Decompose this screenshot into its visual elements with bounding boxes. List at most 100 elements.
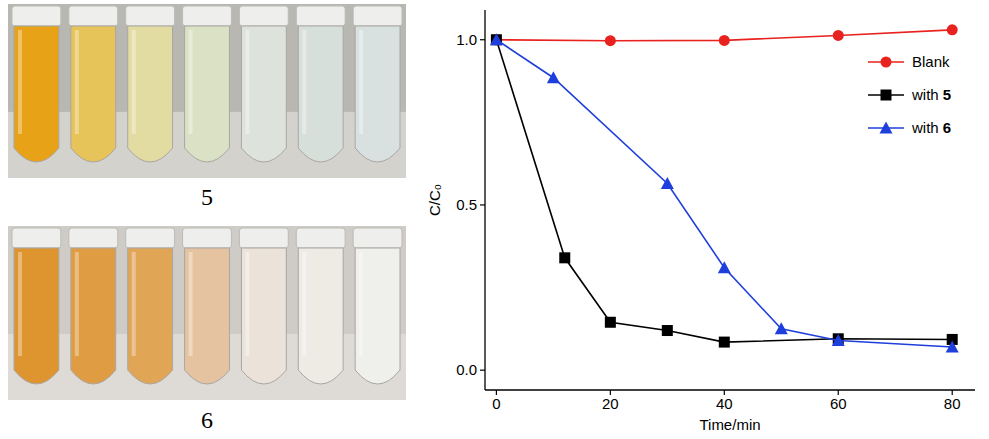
point [490,33,503,45]
vial [71,248,116,384]
point [832,334,845,346]
vial [355,26,400,162]
photo [8,4,406,178]
vial [14,26,59,162]
legend-marker [881,90,892,101]
y-axis-title: C/C₀ [426,184,443,216]
legend: Blankwith 5with 6 [868,53,951,136]
vial-cap [296,6,345,26]
x-tick-label: 40 [716,395,733,412]
legend-marker [880,122,893,134]
legend-label-part: Blank [912,53,950,70]
x-axis-line [485,389,975,390]
y-axis-line [484,10,485,390]
vial [185,248,230,384]
vial [298,26,343,162]
vial-glint [359,252,363,356]
vial-cap [183,6,232,26]
series-line [496,40,952,342]
legend-label-part: with [911,86,939,103]
x-tick-label: 60 [830,395,847,412]
point [662,325,673,336]
vial-cap [183,228,232,248]
photo-label: 5 [201,184,213,210]
vial [185,26,230,162]
vial-cap [296,228,345,248]
vial [14,248,59,384]
vial [128,26,173,162]
series [490,33,959,352]
legend-label-part: with [911,119,939,136]
vial [71,26,116,162]
vial-glint [189,252,193,356]
vial-glint [132,30,136,134]
vial-cap [69,228,118,248]
vial-glint [75,252,79,356]
vial-glint [302,252,306,356]
vial-glint [245,252,249,356]
point [719,35,730,46]
legend-marker [881,57,892,68]
legend-label: with 5 [911,86,951,103]
vial-cap [126,228,175,248]
legend-label: with 6 [911,119,951,136]
point [661,177,674,189]
point [946,341,959,353]
x-tick-label: 20 [602,395,619,412]
point [491,34,502,45]
vial-glint [189,30,193,134]
photo-background [8,4,406,178]
series-line [496,40,952,347]
point [833,30,844,41]
vial [355,248,400,384]
vial-glint [359,30,363,134]
y-tick [480,204,485,205]
x-tick-label: 0 [492,395,500,412]
point [719,337,730,348]
point [547,71,560,83]
vial-glint [18,252,22,356]
legend-label-part: 5 [939,86,952,103]
vial-cap [239,228,288,248]
point [775,322,788,334]
point [491,34,502,45]
legend-label-part: 6 [939,119,952,136]
vial-cap [239,6,288,26]
vial-cap [69,6,118,26]
vial-glint [245,30,249,134]
point [718,261,731,273]
plot-area [490,24,959,352]
vial [241,248,286,384]
vial-cap [126,6,175,26]
vial [128,248,173,384]
photo-background [8,226,406,400]
point [947,24,958,35]
photo-label: 6 [201,407,213,433]
series [491,24,958,46]
photo [8,226,406,400]
vial-cap [12,6,61,26]
point [559,252,570,263]
vial-cap [12,228,61,248]
figure: 560204060800.00.51.0Time/minC/C₀Blankwit… [0,0,989,439]
y-tick-label: 0.0 [456,361,477,378]
y-tick-label: 0.5 [456,196,477,213]
axes: 0 20 40 60 80 0.0 0.5 1.0 [456,10,975,412]
x-tick-label: 80 [944,395,961,412]
vial-glint [75,30,79,134]
vial-glint [132,252,136,356]
vial [241,26,286,162]
vial-glint [18,30,22,134]
vial-cap [353,6,402,26]
legend-label: Blank [912,53,950,70]
y-tick-label: 1.0 [456,31,477,48]
y-tick [480,370,485,371]
vial [298,248,343,384]
vial-cap [353,228,402,248]
x-axis-title: Time/min [699,416,760,433]
point [605,317,616,328]
point [605,35,616,46]
series [491,34,958,347]
y-tick [480,39,485,40]
vial-glint [302,30,306,134]
